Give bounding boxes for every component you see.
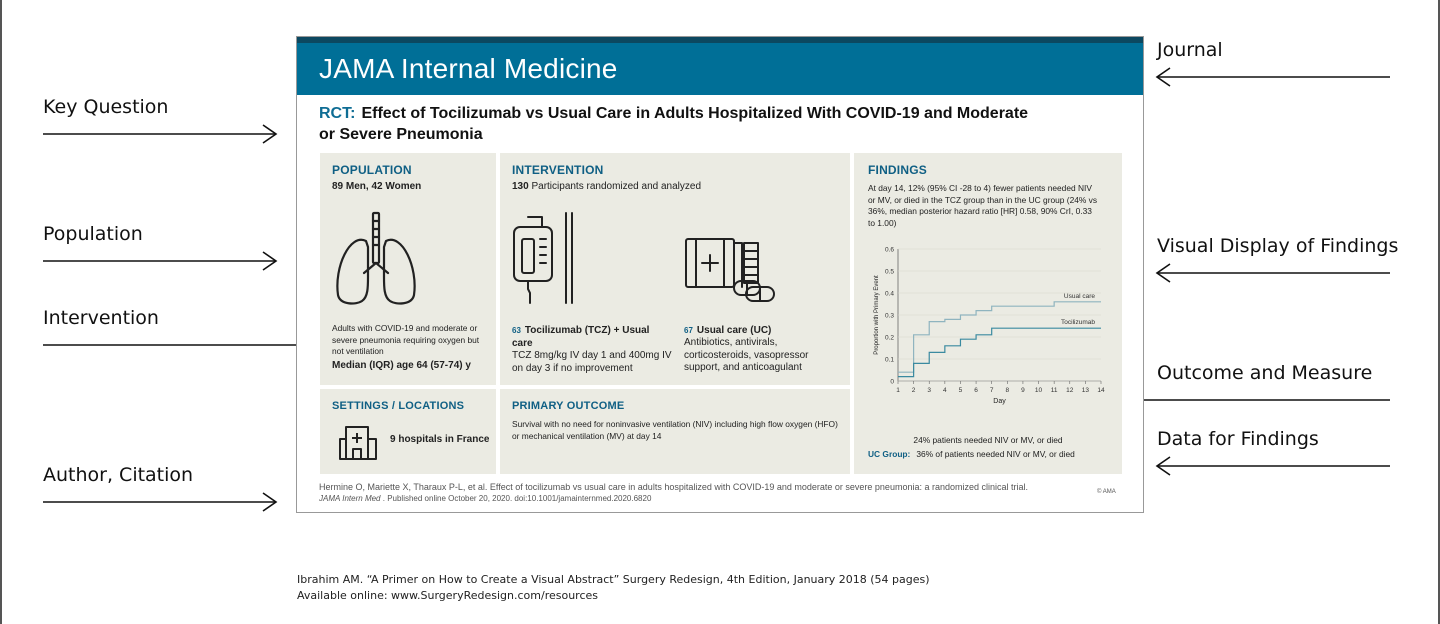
journal-name: JAMA Internal Medicine (319, 53, 618, 84)
arm1-heading: 63 Tocilizumab (TCZ) + Usual care (512, 325, 672, 350)
reference-line2: Available online: www.SurgeryRedesign.co… (297, 589, 598, 602)
series-label: Usual care (1064, 293, 1095, 300)
findings-panel: FINDINGS At day 14, 12% (95% CI -28 to 4… (854, 153, 1122, 474)
y-tick-label: 0.5 (885, 269, 894, 276)
uc-group-result: 36% of patients needed NIV or MV, or die… (916, 449, 1075, 459)
intervention-summary: 130 Participants randomized and analyzed (512, 181, 701, 194)
intervention-count: 130 (512, 181, 529, 192)
population-heading: POPULATION (332, 163, 412, 177)
arrow-data-findings (1155, 456, 1390, 476)
annotation-population: Population (43, 223, 143, 245)
arm1-name: Tocilizumab (TCZ) + Usual care (512, 325, 650, 349)
series-label: Tocilizumab (1061, 319, 1095, 326)
settings-panel: SETTINGS / LOCATIONS 9 hospitals in Fran… (320, 389, 496, 474)
tcz-group-result: 24% patients needed NIV or MV, or died (913, 435, 1063, 445)
x-tick-label: 12 (1066, 387, 1074, 394)
x-tick-label: 10 (1035, 387, 1043, 394)
y-tick-label: 0 (890, 379, 894, 386)
arm1-detail: TCZ 8mg/kg IV day 1 and 400mg IV on day … (512, 350, 672, 374)
annotation-journal: Journal (1157, 39, 1223, 61)
settings-count: 9 hospitals in France (390, 434, 490, 445)
visual-abstract: JAMA Internal Medicine RCT: Effect of Toc… (296, 36, 1144, 513)
y-tick-label: 0.3 (885, 313, 894, 320)
title-tag: RCT: (319, 105, 356, 122)
x-tick-label: 13 (1082, 387, 1090, 394)
arm2-name: Usual care (UC) (696, 325, 772, 336)
arrow-author-citation (43, 492, 278, 512)
title-text: Effect of Tocilizumab vs Usual Care in A… (319, 105, 1029, 143)
medicine-icon (685, 238, 775, 302)
hospital-icon (339, 426, 377, 460)
x-tick-label: 5 (959, 387, 963, 394)
arm2-detail: Antibiotics, antivirals, corticosteroids… (684, 337, 809, 373)
lungs-icon (336, 211, 416, 305)
arrow-visual-display (1155, 263, 1390, 283)
x-tick-label: 4 (943, 387, 947, 394)
population-age: Median (IQR) age 64 (57-74) y (332, 360, 471, 371)
abstract-title: RCT: Effect of Tocilizumab vs Usual Care … (319, 103, 1039, 145)
x-tick-label: 3 (927, 387, 931, 394)
annotation-intervention: Intervention (43, 307, 159, 329)
uc-group-label: UC Group: (868, 449, 911, 459)
arm2-heading: 67 Usual care (UC) (684, 325, 844, 338)
findings-text: At day 14, 12% (95% CI -28 to 4) fewer p… (868, 183, 1098, 228)
arm2-n: 67 (684, 326, 693, 335)
arrow-key-question (43, 124, 278, 144)
copyright: © AMA (1097, 489, 1116, 495)
outcome-heading: PRIMARY OUTCOME (512, 400, 625, 412)
citation-journal: JAMA Intern Med (319, 494, 381, 503)
annotation-visual-display: Visual Display of Findings (1157, 235, 1399, 257)
x-tick-label: 1 (896, 387, 900, 394)
x-tick-label: 11 (1051, 387, 1058, 394)
x-tick-label: 9 (1021, 387, 1025, 394)
reference-line1: Ibrahim AM. “A Primer on How to Create a… (297, 573, 930, 586)
y-tick-label: 0.1 (885, 357, 894, 364)
x-tick-label: 14 (1097, 387, 1105, 394)
annotation-outcome-measure: Outcome and Measure (1157, 362, 1373, 384)
outcome-text: Survival with no need for noninvasive ve… (512, 419, 838, 441)
intervention-heading: INTERVENTION (512, 163, 604, 177)
findings-heading: FINDINGS (868, 163, 927, 177)
x-tick-label: 6 (974, 387, 978, 394)
journal-banner: JAMA Internal Medicine (297, 37, 1143, 95)
km-chart: 00.10.20.30.40.50.61 2 3 4 5 6 7 8 9 10 11 12 13 14Da… (874, 247, 1105, 406)
y-tick-label: 0.2 (885, 335, 894, 342)
settings-heading: SETTINGS / LOCATIONS (332, 400, 465, 412)
intervention-summary-text: Participants randomized and analyzed (531, 181, 702, 192)
iv-bag-icon (513, 212, 573, 304)
series-line (898, 301, 1101, 373)
y-tick-label: 0.6 (885, 247, 894, 254)
population-summary: 89 Men, 42 Women (332, 181, 422, 192)
x-tick-label: 7 (990, 387, 994, 394)
uc-group-line: UC Group: 36% of patients needed NIV or M… (868, 449, 1075, 461)
outcome-panel: PRIMARY OUTCOME Survival with no need fo… (500, 389, 850, 474)
series-line (898, 327, 1101, 378)
arrow-population (43, 251, 278, 271)
arrow-journal (1155, 67, 1390, 87)
annotation-data-findings: Data for Findings (1157, 428, 1319, 450)
annotation-key-question: Key Question (43, 96, 169, 118)
x-tick-label: 8 (1005, 387, 1009, 394)
x-axis-label: Day (993, 398, 1006, 405)
annotation-author-citation: Author, Citation (43, 464, 194, 486)
population-panel: POPULATION 89 Men, 42 Women Adults with … (320, 153, 496, 385)
arm1-n: 63 (512, 326, 521, 335)
y-tick-label: 0.4 (885, 291, 894, 298)
intervention-panel: INTERVENTION 130 Participants randomized… (500, 153, 850, 385)
citation-line1: Hermine O, Mariette X, Tharaux P-L, et a… (319, 482, 1029, 492)
population-description: Adults with COVID-19 and moderate or sev… (332, 323, 480, 356)
citation-details: . Published online October 20, 2020. doi… (382, 494, 652, 503)
citation-line2: JAMA Intern Med . Published online Octob… (319, 494, 651, 503)
y-axis-label: Proportion with Primary Event (874, 275, 880, 355)
x-tick-label: 2 (912, 387, 916, 394)
